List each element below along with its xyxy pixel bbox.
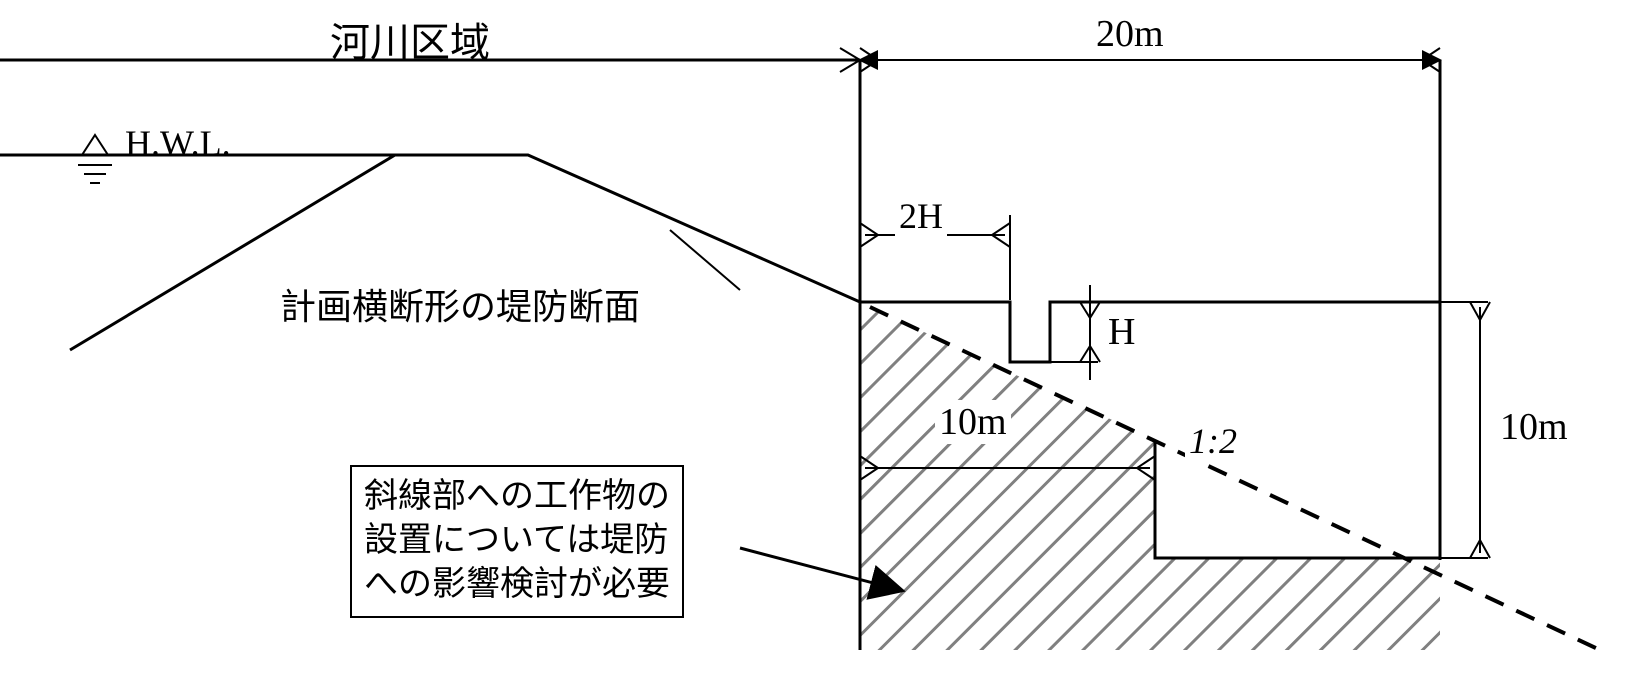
crosssection-leader xyxy=(670,230,740,290)
callout-line1: 斜線部への工作物の xyxy=(364,475,670,519)
slope-ratio-label: 1:2 xyxy=(1185,420,1241,462)
dim-10m-h-label: 10m xyxy=(935,400,1011,444)
dim-10m-v-label: 10m xyxy=(1500,405,1568,449)
dim-2h-label: 2H xyxy=(895,195,947,237)
dim-h-label: H xyxy=(1108,310,1135,354)
hwl-label: H.W.L. xyxy=(125,122,231,164)
callout-box: 斜線部への工作物の 設置については堤防 への影響検討が必要 xyxy=(350,465,684,618)
diagram-svg xyxy=(0,0,1642,672)
callout-line3: への影響検討が必要 xyxy=(364,563,670,607)
callout-line2: 設置については堤防 xyxy=(364,519,670,563)
diagram-container: 河川区域 H.W.L. 計画横断形の堤防断面 20m 2H H 10m 1:2 … xyxy=(0,0,1642,672)
crosssection-label: 計画横断形の堤防断面 xyxy=(280,278,640,330)
water-level-marker xyxy=(78,135,112,183)
dim-20m-label: 20m xyxy=(1090,12,1170,56)
river-area-label: 河川区域 xyxy=(330,10,490,68)
